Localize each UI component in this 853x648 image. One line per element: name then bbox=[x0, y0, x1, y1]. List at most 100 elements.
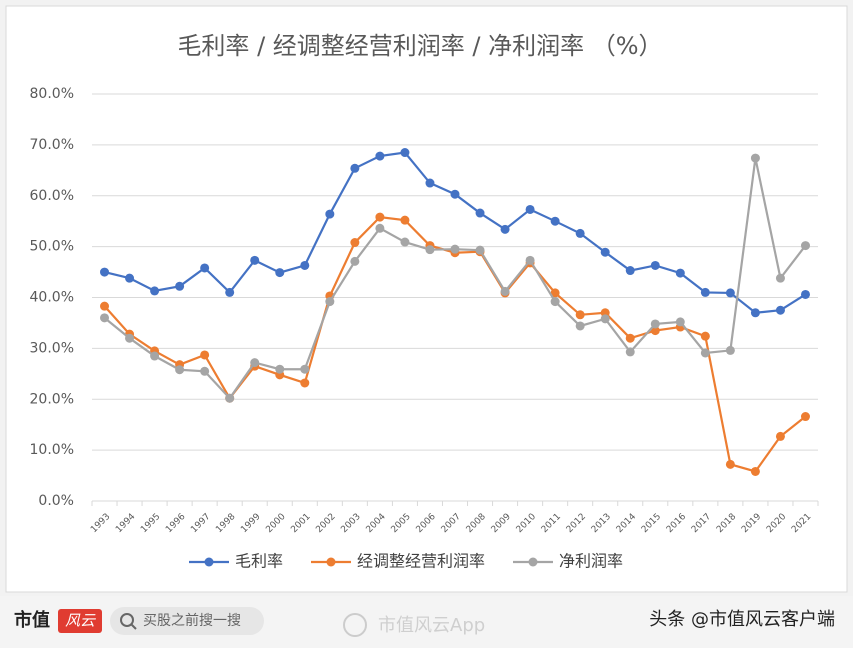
data-point bbox=[750, 466, 760, 476]
y-tick-label: 30.0% bbox=[30, 340, 74, 356]
logo-box bbox=[58, 609, 102, 633]
y-tick-label: 20.0% bbox=[30, 391, 74, 407]
data-point bbox=[225, 287, 235, 297]
data-point bbox=[250, 358, 260, 368]
data-point bbox=[550, 297, 560, 307]
legend-marker bbox=[204, 557, 214, 567]
y-tick-label: 0.0% bbox=[38, 493, 74, 509]
data-point bbox=[325, 209, 335, 219]
data-point bbox=[700, 348, 710, 358]
data-point bbox=[775, 305, 785, 315]
watermark-icon bbox=[343, 613, 367, 637]
data-point bbox=[425, 178, 435, 188]
data-point bbox=[175, 365, 185, 375]
data-point bbox=[300, 378, 310, 388]
data-point bbox=[200, 263, 210, 273]
data-point bbox=[575, 310, 585, 320]
data-point bbox=[250, 255, 260, 265]
data-point bbox=[775, 431, 785, 441]
data-point bbox=[500, 286, 510, 296]
data-point bbox=[675, 317, 685, 327]
legend-marker bbox=[326, 557, 336, 567]
logo-text: 市值 bbox=[14, 609, 50, 631]
watermark: 市值风云App bbox=[378, 615, 485, 636]
data-point bbox=[800, 241, 810, 251]
logo-text: 风云 bbox=[65, 612, 96, 630]
y-tick-label: 80.0% bbox=[30, 86, 74, 102]
data-point bbox=[525, 204, 535, 214]
data-point bbox=[200, 350, 210, 360]
data-point bbox=[150, 351, 160, 361]
search-icon bbox=[120, 613, 134, 627]
data-point bbox=[275, 364, 285, 374]
data-point bbox=[350, 256, 360, 266]
data-point bbox=[650, 260, 660, 270]
data-point bbox=[500, 224, 510, 234]
data-point bbox=[600, 314, 610, 324]
data-point bbox=[550, 288, 560, 298]
legend-label: 净利润率 bbox=[559, 552, 623, 571]
chart-area bbox=[5, 5, 848, 593]
source: 头条 @市值风云客户端 bbox=[649, 609, 835, 630]
data-point bbox=[675, 268, 685, 278]
data-point bbox=[475, 208, 485, 218]
data-point bbox=[600, 247, 610, 257]
data-point bbox=[300, 260, 310, 270]
data-point bbox=[400, 237, 410, 247]
data-point bbox=[700, 331, 710, 341]
search-text[interactable]: 买股之前搜一搜 bbox=[143, 612, 241, 629]
data-point bbox=[325, 297, 335, 307]
data-point bbox=[200, 366, 210, 376]
data-point bbox=[375, 223, 385, 233]
data-point bbox=[175, 281, 185, 291]
data-point bbox=[525, 255, 535, 265]
data-point bbox=[100, 267, 110, 277]
data-point bbox=[625, 266, 635, 276]
data-point bbox=[800, 289, 810, 299]
y-tick-label: 10.0% bbox=[30, 442, 74, 458]
data-point bbox=[775, 273, 785, 283]
data-point bbox=[700, 287, 710, 297]
data-point bbox=[650, 319, 660, 329]
data-point bbox=[275, 268, 285, 278]
data-point bbox=[425, 245, 435, 255]
data-point bbox=[725, 459, 735, 469]
data-point bbox=[475, 245, 485, 255]
data-point bbox=[350, 238, 360, 248]
data-point bbox=[450, 244, 460, 254]
data-point bbox=[625, 333, 635, 343]
data-point bbox=[800, 412, 810, 422]
data-point bbox=[100, 301, 110, 311]
data-point bbox=[625, 347, 635, 357]
data-point bbox=[375, 151, 385, 161]
data-point bbox=[725, 345, 735, 355]
chart-title: 毛利率 / 经调整经营利润率 / 净利润率 （%） bbox=[177, 32, 662, 60]
data-point bbox=[125, 273, 135, 283]
data-point bbox=[400, 148, 410, 158]
data-point bbox=[750, 308, 760, 318]
data-point bbox=[725, 288, 735, 298]
y-tick-label: 40.0% bbox=[30, 290, 74, 306]
data-point bbox=[150, 286, 160, 296]
y-tick-label: 60.0% bbox=[30, 188, 74, 204]
data-point bbox=[400, 215, 410, 225]
data-point bbox=[225, 393, 235, 403]
data-point bbox=[450, 189, 460, 199]
legend-marker bbox=[528, 557, 538, 567]
data-point bbox=[575, 321, 585, 331]
search-icon bbox=[130, 623, 137, 630]
y-tick-label: 50.0% bbox=[30, 239, 74, 255]
search-box[interactable] bbox=[110, 607, 264, 635]
data-point bbox=[575, 228, 585, 238]
legend-label: 毛利率 bbox=[235, 552, 283, 571]
data-point bbox=[375, 212, 385, 222]
data-point bbox=[100, 313, 110, 323]
data-point bbox=[750, 153, 760, 163]
data-point bbox=[300, 364, 310, 374]
data-point bbox=[650, 326, 660, 336]
legend-label: 经调整经营利润率 bbox=[357, 552, 485, 571]
data-point bbox=[550, 216, 560, 226]
data-point bbox=[125, 333, 135, 343]
data-point bbox=[350, 163, 360, 173]
